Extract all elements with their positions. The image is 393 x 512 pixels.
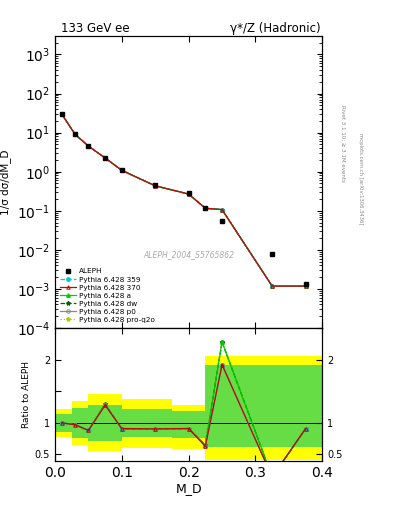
Line: Pythia 6.428 pro-q2o: Pythia 6.428 pro-q2o <box>60 112 308 288</box>
Pythia 6.428 359 <box>103 155 108 161</box>
Pythia 6.428 a <box>86 143 91 149</box>
Pythia 6.428 359 <box>86 143 91 149</box>
Pythia 6.428 370 <box>59 111 64 117</box>
Pythia 6.428 p0 <box>186 191 191 197</box>
Pythia 6.428 pro-q2o <box>119 167 124 174</box>
Pythia 6.428 dw <box>203 205 208 211</box>
Pythia 6.428 dw <box>103 155 108 161</box>
Pythia 6.428 pro-q2o <box>73 131 77 137</box>
Pythia 6.428 p0 <box>73 132 77 138</box>
Pythia 6.428 370 <box>86 143 91 150</box>
Y-axis label: Ratio to ALEPH: Ratio to ALEPH <box>22 361 31 428</box>
Pythia 6.428 370 <box>153 183 158 189</box>
Pythia 6.428 359 <box>303 283 308 289</box>
Pythia 6.428 dw <box>220 206 224 212</box>
Pythia 6.428 p0 <box>203 205 208 211</box>
Pythia 6.428 pro-q2o <box>186 191 191 197</box>
Pythia 6.428 a <box>59 111 64 117</box>
Pythia 6.428 pro-q2o <box>59 111 64 117</box>
ALEPH <box>73 132 77 138</box>
Pythia 6.428 dw <box>186 191 191 197</box>
Text: γ*/Z (Hadronic): γ*/Z (Hadronic) <box>230 22 320 35</box>
Pythia 6.428 pro-q2o <box>270 283 275 289</box>
Text: mcplots.cern.ch [arXiv:1306.3436]: mcplots.cern.ch [arXiv:1306.3436] <box>358 134 363 225</box>
Pythia 6.428 a <box>153 183 158 189</box>
Line: Pythia 6.428 370: Pythia 6.428 370 <box>60 112 307 288</box>
Text: ALEPH_2004_S5765862: ALEPH_2004_S5765862 <box>143 250 234 260</box>
ALEPH <box>220 218 224 224</box>
Pythia 6.428 pro-q2o <box>203 205 208 211</box>
Pythia 6.428 359 <box>220 206 224 212</box>
Pythia 6.428 a <box>103 155 108 161</box>
ALEPH <box>103 155 108 161</box>
Text: 133 GeV ee: 133 GeV ee <box>61 22 130 35</box>
Pythia 6.428 a <box>220 206 224 212</box>
Pythia 6.428 359 <box>186 191 191 197</box>
Pythia 6.428 359 <box>119 167 124 174</box>
Pythia 6.428 a <box>73 131 77 137</box>
Pythia 6.428 359 <box>73 131 77 137</box>
Pythia 6.428 p0 <box>119 167 124 174</box>
X-axis label: M_D: M_D <box>175 482 202 496</box>
Pythia 6.428 pro-q2o <box>220 206 224 212</box>
Pythia 6.428 359 <box>203 205 208 211</box>
Pythia 6.428 p0 <box>103 155 108 161</box>
Pythia 6.428 370 <box>270 283 275 289</box>
Pythia 6.428 a <box>119 167 124 174</box>
Pythia 6.428 370 <box>119 167 124 174</box>
Pythia 6.428 pro-q2o <box>303 283 308 289</box>
ALEPH <box>203 205 208 211</box>
Pythia 6.428 p0 <box>303 283 308 289</box>
Pythia 6.428 370 <box>203 205 208 211</box>
ALEPH <box>303 282 308 288</box>
Pythia 6.428 dw <box>153 183 158 189</box>
Line: Pythia 6.428 p0: Pythia 6.428 p0 <box>60 112 307 288</box>
Pythia 6.428 p0 <box>270 283 275 289</box>
Pythia 6.428 359 <box>59 111 64 117</box>
Pythia 6.428 a <box>186 191 191 197</box>
Pythia 6.428 dw <box>59 111 64 117</box>
Pythia 6.428 a <box>203 205 208 211</box>
Pythia 6.428 370 <box>220 206 224 212</box>
ALEPH <box>153 182 158 188</box>
Pythia 6.428 359 <box>270 283 275 289</box>
Pythia 6.428 pro-q2o <box>103 155 108 161</box>
ALEPH <box>59 111 64 117</box>
Pythia 6.428 a <box>303 283 308 289</box>
Pythia 6.428 370 <box>186 191 191 197</box>
Legend: ALEPH, Pythia 6.428 359, Pythia 6.428 370, Pythia 6.428 a, Pythia 6.428 dw, Pyth: ALEPH, Pythia 6.428 359, Pythia 6.428 37… <box>59 267 156 325</box>
Y-axis label: 1/σ dσ/dM_D: 1/σ dσ/dM_D <box>0 149 11 215</box>
Line: ALEPH: ALEPH <box>59 112 308 287</box>
Line: Pythia 6.428 359: Pythia 6.428 359 <box>60 112 307 288</box>
ALEPH <box>86 143 91 150</box>
Line: Pythia 6.428 a: Pythia 6.428 a <box>60 112 307 288</box>
ALEPH <box>119 167 124 173</box>
Line: Pythia 6.428 dw: Pythia 6.428 dw <box>60 112 308 288</box>
Pythia 6.428 dw <box>303 283 308 289</box>
Pythia 6.428 dw <box>73 131 77 137</box>
Pythia 6.428 370 <box>103 155 108 161</box>
Pythia 6.428 370 <box>303 283 308 289</box>
Pythia 6.428 pro-q2o <box>86 143 91 149</box>
Pythia 6.428 a <box>270 283 275 289</box>
Pythia 6.428 359 <box>153 183 158 189</box>
Pythia 6.428 pro-q2o <box>153 183 158 189</box>
ALEPH <box>186 190 191 197</box>
ALEPH <box>270 250 275 257</box>
Pythia 6.428 p0 <box>86 143 91 150</box>
Pythia 6.428 dw <box>270 283 275 289</box>
Text: Rivet 3.1.10; ≥ 3.1M events: Rivet 3.1.10; ≥ 3.1M events <box>340 105 345 182</box>
Pythia 6.428 370 <box>73 132 77 138</box>
Pythia 6.428 p0 <box>220 206 224 212</box>
Pythia 6.428 dw <box>86 143 91 149</box>
Pythia 6.428 p0 <box>153 183 158 189</box>
Pythia 6.428 dw <box>119 167 124 174</box>
Pythia 6.428 p0 <box>59 111 64 117</box>
